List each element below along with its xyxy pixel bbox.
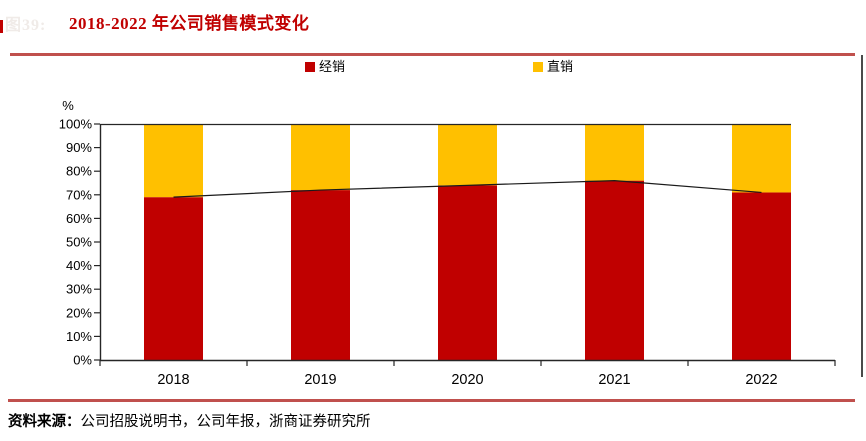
bar-segment-distribution xyxy=(291,190,350,360)
bar-segment-direct xyxy=(438,124,497,186)
bar-segment-distribution xyxy=(438,185,497,360)
legend-item-distribution: 经销 xyxy=(305,59,345,75)
bar-segment-direct xyxy=(732,124,791,193)
bar-segment-direct xyxy=(291,124,350,191)
x-category-label: 2019 xyxy=(304,372,336,388)
distribution-share-line xyxy=(173,180,762,198)
left-edge-red-mark xyxy=(0,20,3,33)
bar-segment-distribution xyxy=(144,197,203,360)
legend-label: 直销 xyxy=(547,59,574,74)
y-tick-label: 60% xyxy=(66,211,92,226)
x-category-label: 2018 xyxy=(157,372,189,388)
y-tick-label: 70% xyxy=(66,187,92,202)
chart-title: 2018-2022 年公司销售模式变化 xyxy=(69,14,310,33)
source-note-text: 公司招股说明书，公司年报，浙商证券研究所 xyxy=(80,414,371,430)
x-category-label: 2022 xyxy=(745,372,777,388)
y-tick-label: 90% xyxy=(66,140,92,155)
legend-label: 经销 xyxy=(319,59,346,74)
y-tick-label: 30% xyxy=(66,282,92,297)
direct-swatch-icon xyxy=(533,62,543,72)
bar-segment-distribution xyxy=(585,180,644,360)
top-divider-rule xyxy=(10,53,855,56)
x-category-label: 2021 xyxy=(598,372,630,388)
bar-segment-direct xyxy=(585,124,644,181)
y-tick-label: 100% xyxy=(59,117,93,132)
distribution-swatch-icon xyxy=(305,62,315,72)
source-note-prefix: 资料来源： xyxy=(8,414,81,430)
y-axis-unit-label: % xyxy=(62,98,74,113)
figure-number-watermark: 图39: xyxy=(5,17,47,34)
y-tick-label: 0% xyxy=(73,353,92,368)
y-tick-label: 80% xyxy=(66,164,92,179)
bar-segment-direct xyxy=(144,124,203,198)
y-tick-label: 10% xyxy=(66,329,92,344)
y-tick-label: 20% xyxy=(66,305,92,320)
bar-segment-distribution xyxy=(732,192,791,360)
y-tick-label: 50% xyxy=(66,235,92,250)
legend-item-direct: 直销 xyxy=(533,59,573,75)
bottom-divider-rule xyxy=(8,399,855,402)
x-category-label: 2020 xyxy=(451,372,483,388)
y-tick-label: 40% xyxy=(66,258,92,273)
chart-legend: 经销 直销 xyxy=(0,59,866,77)
source-note: 资料来源：公司招股说明书，公司年报，浙商证券研究所 xyxy=(8,410,371,431)
table-cell-right-border xyxy=(861,55,863,377)
